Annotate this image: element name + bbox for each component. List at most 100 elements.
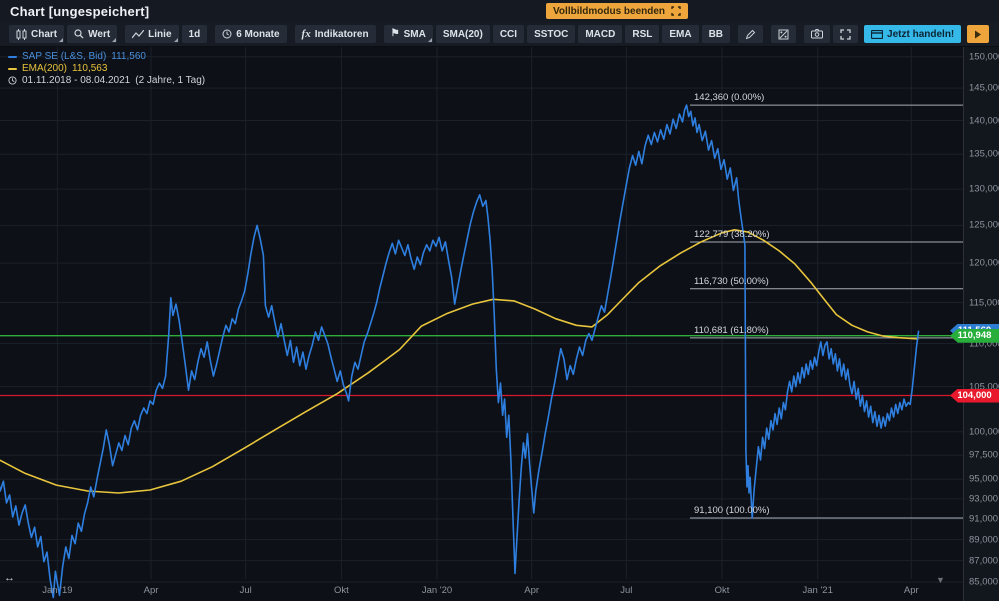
exit-fullscreen-label: Vollbildmodus beenden: [553, 5, 666, 17]
rsl-button[interactable]: RSL: [625, 25, 660, 43]
clock-icon: [222, 29, 232, 39]
date-tick-label: Jan '21: [802, 585, 833, 596]
toolbar-left-group: Chart Wert Linie 1d 6 Monate fx Indikatoren ⚑ SM…: [6, 25, 831, 43]
chart-container: 150,000 145,000 140,000 135,000 130,000 125,0…: [0, 47, 999, 601]
cci-button[interactable]: CCI: [492, 25, 525, 43]
indicators-button[interactable]: fx Indikatoren: [294, 25, 376, 43]
date-tick-label: Apr: [524, 585, 540, 596]
expand-icon: [840, 28, 851, 40]
price-tick-label: 145,000: [969, 82, 999, 94]
pan-horizontal-icon[interactable]: ↔: [4, 572, 15, 584]
price-tick-label: 140,000: [969, 115, 999, 126]
fit-screen-button[interactable]: [833, 25, 859, 43]
price-tick-label: 130,000: [969, 183, 999, 195]
play-icon: [974, 30, 982, 39]
button-label: Wert: [88, 28, 111, 40]
price-tick-label: 95,000: [969, 473, 999, 485]
series-color-dash: [8, 67, 17, 70]
snapshot-button[interactable]: [804, 25, 831, 43]
camera-icon: [811, 29, 824, 39]
button-label: CCI: [499, 28, 518, 40]
date-tick-label: Jan '19: [42, 585, 73, 596]
flag-icon: ⚑: [390, 28, 400, 39]
legend-series2-value: 110,563: [72, 63, 108, 74]
button-label: SMA(20): [442, 28, 483, 40]
date-tick-label: Jan '20: [421, 585, 453, 596]
legend-period-row[interactable]: 01.11.2018 - 08.04.2021 (2 Jahre, 1 Tag): [8, 75, 205, 86]
legend-period-duration: (2 Jahre, 1 Tag): [135, 75, 206, 86]
legend-period-text: 01.11.2018 - 08.04.2021: [22, 75, 131, 86]
card-icon: [871, 29, 884, 39]
button-label: RSL: [632, 28, 653, 40]
bb-button[interactable]: BB: [701, 25, 731, 43]
date-tick-label: Apr: [903, 585, 919, 596]
price-tick-label: 93,000: [969, 493, 999, 505]
price-tick-label: 115,000: [969, 297, 999, 308]
fx-icon: fx: [301, 28, 311, 40]
draw-tool-button[interactable]: [738, 25, 764, 43]
price-tick-label: 89,000: [969, 534, 999, 546]
price-tick-label: 87,000: [969, 555, 999, 567]
sstoc-button[interactable]: SSTOC: [527, 25, 576, 43]
fullscreen-exit-icon: [671, 6, 681, 16]
fibonacci-level-label: 91,100 (100.00%): [694, 505, 770, 516]
title-bar: Chart [ungespeichert] Vollbildmodus been…: [0, 0, 999, 22]
button-label: 1d: [188, 28, 201, 40]
exit-fullscreen-button[interactable]: Vollbildmodus beenden: [546, 3, 689, 19]
date-tick-label: Jul: [239, 585, 252, 596]
fibonacci-level-label: 142,360 (0.00%): [694, 92, 765, 104]
button-label: SMA: [403, 28, 426, 40]
page-title: Chart [ungespeichert]: [10, 3, 150, 19]
axis-collapse-icon[interactable]: ▼: [936, 575, 945, 585]
macd-button[interactable]: MACD: [578, 25, 623, 43]
price-tick-label: 105,000: [969, 381, 999, 393]
button-label: 6 Monate: [236, 28, 280, 40]
price-badge: 104,000: [950, 388, 999, 403]
symbol-search-button[interactable]: Wert: [67, 25, 118, 43]
button-label: BB: [708, 28, 724, 40]
price-tick-label: 150,000: [969, 51, 999, 63]
period-6-monate-button[interactable]: 6 Monate: [215, 25, 287, 43]
button-label: SSTOC: [534, 28, 569, 40]
legend-series-sap[interactable]: SAP SE (L&S, Bid) 111,560: [8, 51, 205, 62]
trade-now-button[interactable]: Jetzt handeln!: [864, 25, 962, 43]
search-icon: [74, 29, 84, 39]
clock-icon: [8, 76, 17, 85]
sma20-button[interactable]: SMA(20): [435, 25, 490, 43]
button-label: MACD: [585, 28, 616, 40]
price-line-series: [0, 104, 920, 599]
date-tick-label: Okt: [714, 585, 730, 596]
toolbar-right-group: Jetzt handeln!: [830, 25, 990, 43]
pencil-icon: [745, 29, 756, 40]
grid-icon: [778, 29, 789, 40]
price-tick-label: 135,000: [969, 148, 999, 160]
line-style-button[interactable]: Linie: [125, 25, 179, 43]
line-icon: [132, 29, 145, 39]
price-tick-label: 97,500: [969, 449, 999, 461]
chart-type-button[interactable]: Chart: [9, 25, 65, 43]
fibonacci-level-label: 116,730 (50.00%): [694, 275, 769, 287]
play-button[interactable]: [967, 25, 990, 43]
chart-settings-button[interactable]: [771, 25, 797, 43]
button-label: Linie: [148, 28, 172, 40]
fibonacci-level-label: 110,681 (61.80%): [694, 324, 769, 336]
chart-plot-area[interactable]: [0, 47, 999, 601]
price-tick-label: 125,000: [969, 219, 999, 231]
ema-button[interactable]: EMA: [662, 25, 699, 43]
chart-legend: SAP SE (L&S, Bid) 111,560 EMA(200) 110,5…: [8, 51, 205, 87]
button-label: Jetzt handeln!: [887, 28, 955, 40]
sma-button[interactable]: ⚑ SMA: [383, 25, 433, 43]
interval-1d-button[interactable]: 1d: [181, 25, 208, 43]
ema-line-series: [0, 229, 919, 494]
button-label: Chart: [31, 28, 58, 40]
legend-series1-label: SAP SE (L&S, Bid): [22, 51, 107, 62]
price-tick-label: 100,000: [969, 426, 999, 438]
date-tick-label: Okt: [334, 585, 349, 596]
legend-series1-value: 111,560: [111, 51, 146, 62]
button-label: Indikatoren: [314, 28, 369, 40]
legend-series-ema[interactable]: EMA(200) 110,563: [8, 63, 205, 74]
fibonacci-level-label: 122,779 (38.20%): [694, 229, 770, 240]
price-tick-label: 110,000: [969, 338, 999, 350]
button-label: EMA: [669, 28, 692, 40]
